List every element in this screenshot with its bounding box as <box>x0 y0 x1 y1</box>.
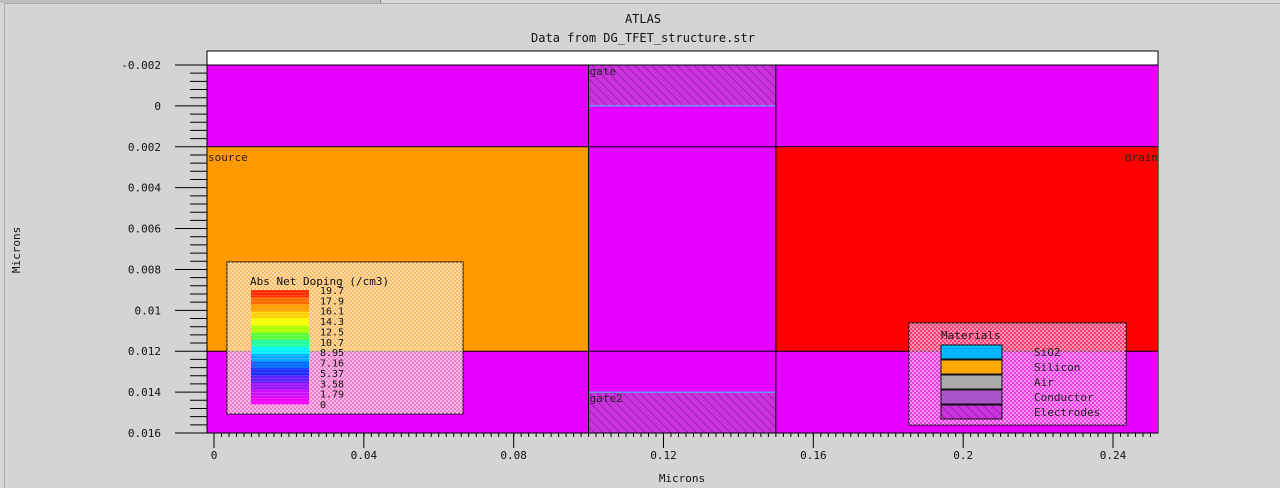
y-tick-label: 0.006 <box>128 223 161 236</box>
x-tick-label: 0.12 <box>650 449 677 462</box>
material-swatch-silicon <box>940 359 1003 375</box>
electrode-label-gate: gate <box>590 65 617 78</box>
x-tick-label: 0.2 <box>953 449 973 462</box>
electrodes-group: gate gate2 source drain <box>208 64 1158 434</box>
doping-level-label: 7.16 <box>320 359 344 370</box>
doping-band <box>251 382 309 391</box>
doping-band <box>251 354 309 362</box>
electrode-label-drain: drain <box>1125 151 1158 164</box>
x-tick-label: 0 <box>211 449 218 462</box>
y-axis: -0.002 0 0.002 0.004 0.006 0.008 0.01 0.012 0.01… <box>121 51 208 440</box>
x-tick-label: 0.24 <box>1100 449 1127 462</box>
x-tick-label: 0.16 <box>800 449 827 462</box>
x-axis-label: Microns <box>659 472 705 485</box>
doping-band <box>251 304 309 312</box>
doping-band <box>251 290 309 298</box>
y-tick-label: 0.01 <box>135 304 162 317</box>
doping-band <box>251 297 309 305</box>
doping-band <box>251 325 309 334</box>
doping-level-label: 10.7 <box>320 338 344 349</box>
chart-title: ATLAS <box>625 12 661 26</box>
x-tick-label: 0.04 <box>351 449 378 462</box>
x-axis: 0 0.04 0.08 0.12 0.16 0.2 0.24 <box>207 432 1158 462</box>
material-label-electrodes: Electrodes <box>1034 406 1100 419</box>
doping-level-label: 17.9 <box>320 296 344 307</box>
doping-legend: Abs Net Doping (/cm3) 19.717.916.114.312… <box>226 261 464 415</box>
doping-level-label: 3.58 <box>320 379 344 390</box>
electrode-gate <box>588 64 777 107</box>
materials-items: SiO2 Silicon Air Conductor Electrodes <box>940 344 1100 420</box>
doping-level-label: 0 <box>320 400 326 411</box>
y-tick-label: 0 <box>154 100 161 113</box>
material-label-silicon: Silicon <box>1034 361 1080 374</box>
x-tick-label: 0.08 <box>500 449 527 462</box>
y-tick-label: -0.002 <box>121 59 161 72</box>
doping-band <box>251 318 309 327</box>
region-conductor-2 <box>588 146 776 352</box>
doping-band <box>251 339 309 348</box>
materials-legend: Materials SiO2 Silicon Air Conductor Electro… <box>908 322 1127 426</box>
doping-color-scale <box>251 289 309 405</box>
doping-level-label: 5.37 <box>320 369 344 380</box>
y-tick-label: 0.014 <box>128 386 161 399</box>
y-tick-label: 0.004 <box>128 182 161 195</box>
material-swatch-electrodes <box>940 404 1003 420</box>
material-swatch-sio2 <box>940 344 1003 360</box>
doping-band <box>251 389 309 398</box>
region-silicon-3 <box>775 146 1158 352</box>
doping-level-label: 14.3 <box>320 317 344 328</box>
doping-band <box>251 375 309 384</box>
doping-level-label: 19.7 <box>320 286 344 297</box>
y-tick-label: 0.002 <box>128 141 161 154</box>
materials-legend-title: Materials <box>941 329 1001 342</box>
y-axis-label: Microns <box>10 227 23 273</box>
electrode-label-source: source <box>208 151 248 164</box>
doping-legend-title: Abs Net Doping (/cm3) <box>250 275 389 288</box>
doping-level-label: 8.95 <box>320 348 344 359</box>
doping-band <box>251 311 309 319</box>
y-tick-label: 0.012 <box>128 345 161 358</box>
y-tick-label: 0.016 <box>128 427 161 440</box>
chart-subtitle: Data from DG_TFET_structure.str <box>531 31 755 45</box>
material-label-sio2: SiO2 <box>1034 346 1061 359</box>
material-label-conductor: Conductor <box>1034 391 1094 404</box>
electrode-label-gate2: gate2 <box>590 392 623 405</box>
doping-band <box>251 361 309 369</box>
doping-band <box>251 368 309 376</box>
doping-band <box>251 347 309 355</box>
tab-strip[interactable] <box>0 0 381 3</box>
y-tick-label: 0.008 <box>128 263 161 276</box>
doping-level-label: 12.5 <box>320 327 344 338</box>
doping-level-label: 16.1 <box>320 307 344 318</box>
doping-level-label: 1.79 <box>320 390 344 401</box>
material-label-air: Air <box>1034 376 1054 389</box>
doping-band <box>251 396 309 405</box>
doping-levels: 19.717.916.114.312.510.78.957.165.373.58… <box>320 286 344 411</box>
material-swatch-conductor <box>940 389 1003 405</box>
doping-band <box>251 332 309 341</box>
material-swatch-air <box>940 374 1003 390</box>
electrode-gate2 <box>588 391 777 434</box>
